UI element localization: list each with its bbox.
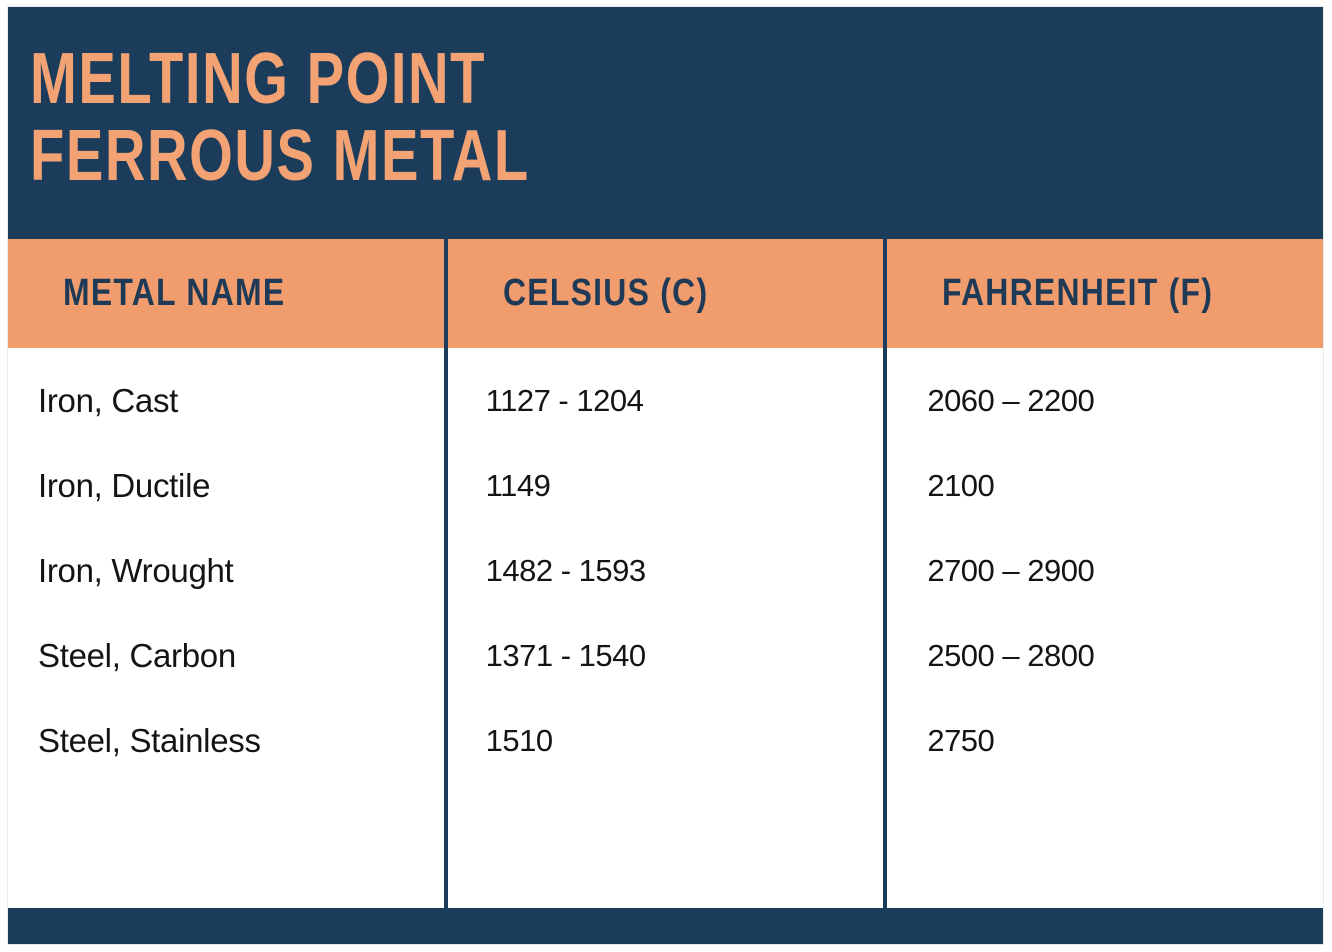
column-header-metal-name: METAL NAME <box>8 239 444 348</box>
celsius-value-cell: 1149 <box>485 467 551 503</box>
page-title-line-1: MELTING POINT <box>30 39 487 119</box>
melting-point-card: MELTING POINT FERROUS METAL METAL NAME I… <box>8 7 1323 944</box>
melting-point-table: METAL NAME Iron, Cast Iron, Ductile Iron… <box>8 239 1323 908</box>
column-header-label: CELSIUS (C) <box>502 272 709 314</box>
metal-name-cell: Steel, Carbon <box>38 636 236 674</box>
footer-bar <box>8 908 1323 944</box>
metal-name-cell: Iron, Cast <box>38 381 179 419</box>
column-metal-name: METAL NAME Iron, Cast Iron, Ductile Iron… <box>8 239 444 908</box>
fahrenheit-value-cell: 2100 <box>927 467 995 503</box>
column-header-label: FAHRENHEIT (F) <box>942 272 1214 314</box>
column-celsius: CELSIUS (C) 1127 - 1204 1149 1482 - 1593… <box>447 239 884 908</box>
page-title: MELTING POINT FERROUS METAL <box>30 41 1323 195</box>
column-body-celsius: 1127 - 1204 1149 1482 - 1593 1371 - 1540… <box>447 348 884 908</box>
column-body-fahrenheit: 2060 – 2200 2100 2700 – 2900 2500 – 2800… <box>887 348 1323 908</box>
fahrenheit-value-cell: 2500 – 2800 <box>927 637 1095 673</box>
celsius-value-cell: 1371 - 1540 <box>485 637 646 673</box>
column-header-label: METAL NAME <box>63 272 286 314</box>
metal-name-cell: Iron, Wrought <box>38 551 234 589</box>
page-title-line-2: FERROUS METAL <box>30 116 530 196</box>
column-fahrenheit: FAHRENHEIT (F) 2060 – 2200 2100 2700 – 2… <box>887 239 1323 908</box>
celsius-value-cell: 1510 <box>485 722 553 758</box>
column-header-fahrenheit: FAHRENHEIT (F) <box>887 239 1323 348</box>
fahrenheit-value-cell: 2750 <box>927 722 995 758</box>
celsius-value-cell: 1127 - 1204 <box>485 382 644 418</box>
fahrenheit-value-cell: 2700 – 2900 <box>927 552 1095 588</box>
column-header-celsius: CELSIUS (C) <box>447 239 884 348</box>
fahrenheit-value-cell: 2060 – 2200 <box>927 382 1095 418</box>
celsius-value-cell: 1482 - 1593 <box>485 552 646 588</box>
metal-name-cell: Steel, Stainless <box>38 721 261 759</box>
title-block: MELTING POINT FERROUS METAL <box>8 7 1323 239</box>
column-body-metal-name: Iron, Cast Iron, Ductile Iron, Wrought S… <box>8 348 444 908</box>
metal-name-cell: Iron, Ductile <box>38 466 211 504</box>
